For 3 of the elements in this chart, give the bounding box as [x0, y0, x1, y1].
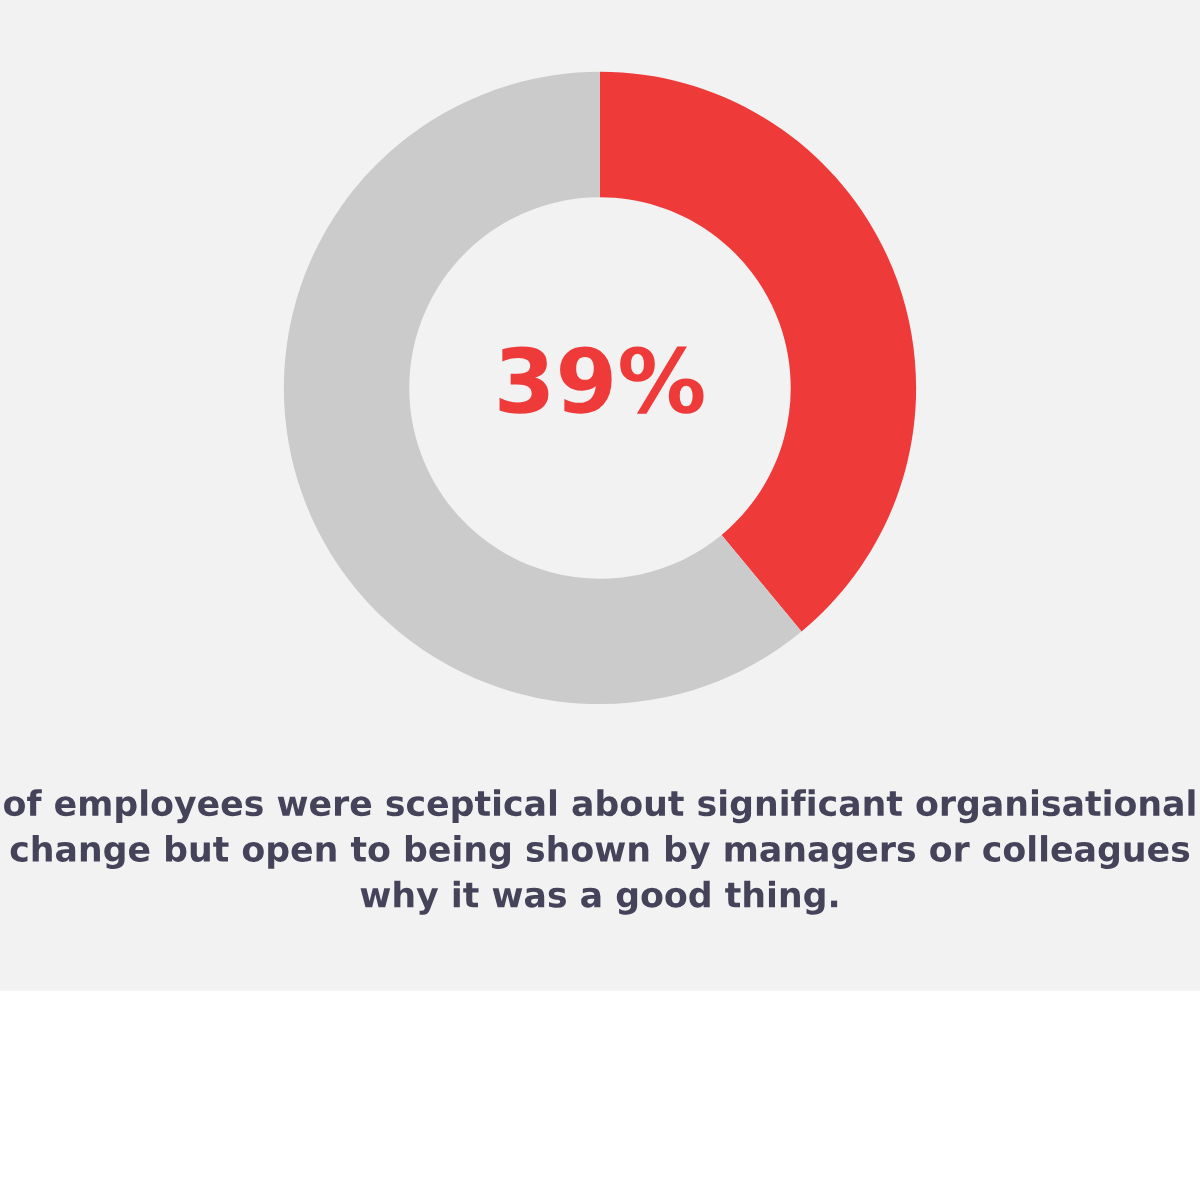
donut-slice	[283, 71, 802, 705]
text: of employees were sceptical about significant organisational change but open to being shown by managers or colleagues why it was a good thing.	[4, 789, 1195, 915]
data-label: 39%	[499, 346, 704, 414]
